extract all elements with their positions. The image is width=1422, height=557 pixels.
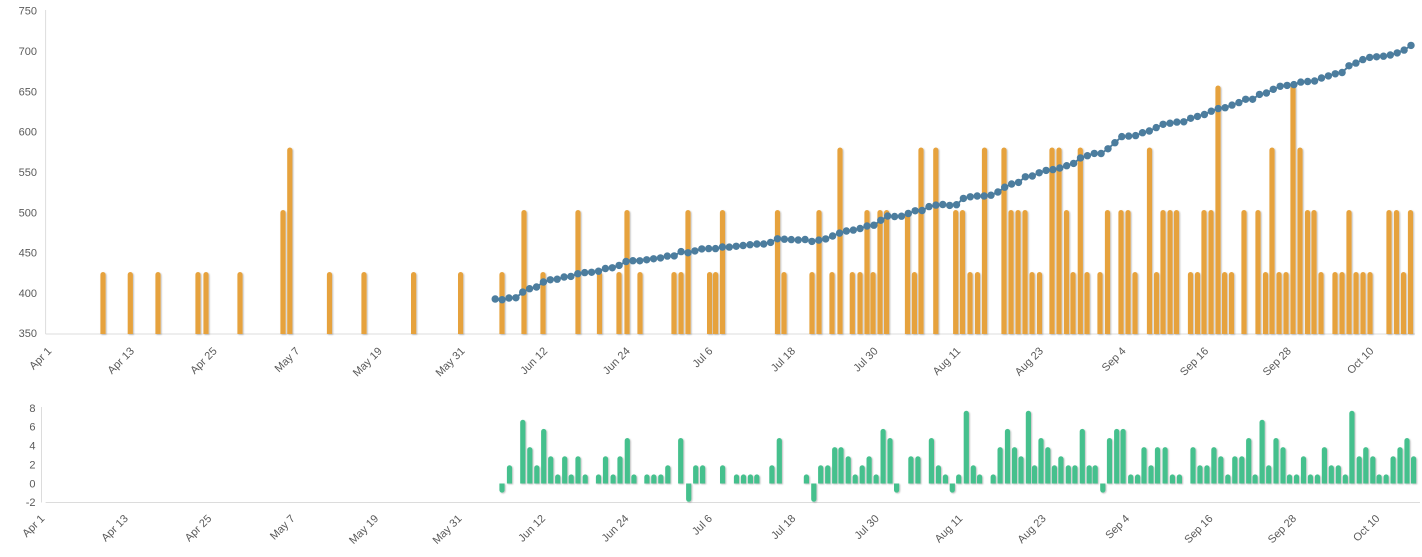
svg-text:0: 0 <box>29 479 35 491</box>
svg-text:550: 550 <box>19 167 37 179</box>
svg-text:450: 450 <box>19 248 37 260</box>
svg-text:700: 700 <box>19 46 37 58</box>
svg-text:650: 650 <box>19 86 37 98</box>
svg-text:400: 400 <box>19 288 37 300</box>
svg-text:500: 500 <box>19 207 37 219</box>
svg-text:750: 750 <box>19 6 37 18</box>
svg-text:-2: -2 <box>26 497 36 509</box>
svg-text:6: 6 <box>29 422 35 434</box>
svg-text:2: 2 <box>29 460 35 472</box>
svg-text:600: 600 <box>19 127 37 139</box>
svg-text:8: 8 <box>29 403 35 415</box>
svg-text:4: 4 <box>29 441 35 453</box>
svg-text:350: 350 <box>19 328 37 340</box>
